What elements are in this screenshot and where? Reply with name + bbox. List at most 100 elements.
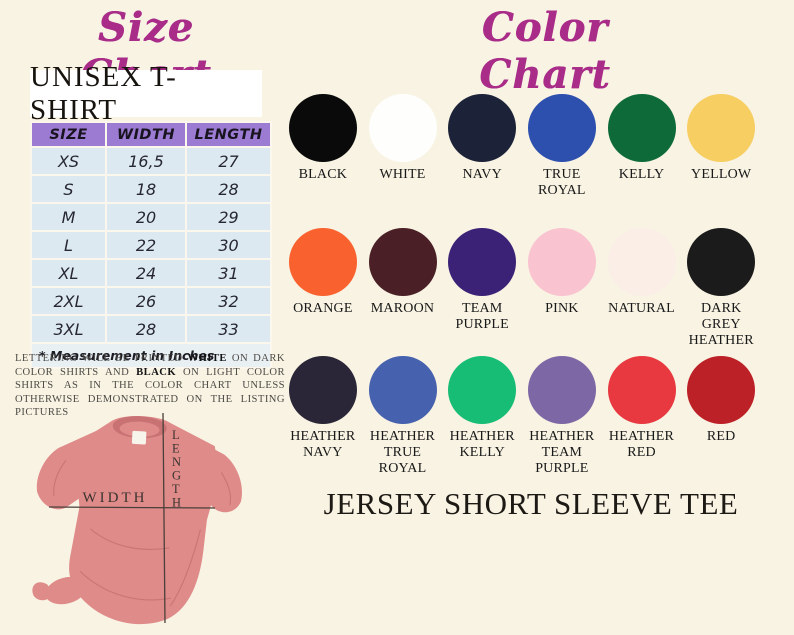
color-swatch bbox=[368, 356, 437, 424]
header-width: WIDTH bbox=[105, 121, 187, 148]
product-type-label: UNISEX T-SHIRT bbox=[30, 60, 177, 126]
size-table-header-row: SIZE WIDTH LENGTH bbox=[30, 121, 272, 148]
color-swatch bbox=[527, 356, 596, 424]
color-swatch bbox=[687, 356, 756, 424]
shirt-body bbox=[69, 416, 217, 625]
color-option-heather-navy: HEATHER NAVY bbox=[283, 356, 363, 477]
note-text: ON LIGHT COLOR SHIRTS AS IN THE COLOR CH… bbox=[15, 366, 285, 419]
shirt-fold-line bbox=[89, 528, 170, 550]
color-option-orange: ORANGE bbox=[283, 228, 363, 349]
note-black-bold: BLACK bbox=[136, 366, 177, 378]
color-option-white: WHITE bbox=[363, 94, 443, 199]
color-option-team-purple: TEAM PURPLE bbox=[442, 228, 522, 349]
shirt-fold-line bbox=[79, 570, 171, 601]
color-option-true-royal: TRUE ROYAL bbox=[522, 94, 602, 199]
color-swatch bbox=[527, 94, 596, 162]
cell-length: 32 bbox=[185, 286, 272, 316]
color-swatch-label: ORANGE bbox=[293, 301, 353, 316]
color-swatch bbox=[607, 228, 676, 296]
shirt-illustration bbox=[32, 416, 242, 625]
size-row-2xl: 2XL 26 32 bbox=[30, 286, 272, 316]
shirt-right-sleeve bbox=[165, 423, 242, 513]
color-swatch bbox=[607, 94, 676, 162]
note-text: LETTERING WILL BE PRINTED bbox=[15, 353, 188, 364]
color-option-yellow: YELLOW bbox=[681, 94, 761, 199]
cell-width: 22 bbox=[105, 230, 187, 260]
cell-size: S bbox=[30, 174, 107, 204]
cell-width: 26 bbox=[105, 286, 187, 316]
color-swatch bbox=[687, 94, 756, 162]
color-option-navy: NAVY bbox=[442, 94, 522, 199]
cell-length: 27 bbox=[185, 146, 272, 176]
shirt-left-sleeve bbox=[36, 422, 114, 510]
header-size: SIZE bbox=[30, 121, 107, 148]
color-option-maroon: MAROON bbox=[363, 228, 443, 349]
color-option-red: RED bbox=[681, 356, 761, 477]
color-swatch-label: HEATHER RED bbox=[608, 429, 675, 460]
cell-size: L bbox=[30, 230, 107, 260]
color-swatch-label: HEATHER TEAM PURPLE bbox=[529, 429, 595, 476]
shirt-fold-line bbox=[169, 529, 201, 607]
shirt-fold-line bbox=[220, 472, 232, 506]
color-swatch-label: MAROON bbox=[370, 301, 435, 316]
color-swatch-label: PINK bbox=[545, 301, 579, 316]
color-swatch-label: WHITE bbox=[379, 167, 426, 182]
shirt-knot bbox=[45, 576, 87, 605]
shirt-neck-label bbox=[131, 430, 147, 445]
color-swatch-label: NAVY bbox=[462, 167, 502, 182]
color-swatch-label: YELLOW bbox=[691, 167, 752, 182]
width-label: WIDTH bbox=[83, 490, 148, 506]
size-row-s: S 18 28 bbox=[30, 174, 272, 204]
color-swatch-label: RED bbox=[706, 429, 736, 444]
color-swatch-label: TRUE ROYAL bbox=[538, 167, 586, 198]
cell-size: M bbox=[30, 202, 107, 232]
color-swatch-label: NATURAL bbox=[608, 301, 675, 316]
width-measure-line bbox=[48, 506, 216, 509]
cell-width: 16,5 bbox=[105, 146, 187, 176]
size-table: SIZE WIDTH LENGTH XS 16,5 27 S 18 28 M 2… bbox=[30, 121, 272, 369]
size-row-l: L 22 30 bbox=[30, 230, 272, 260]
color-swatch bbox=[368, 94, 437, 162]
shirt-knot-tail bbox=[32, 582, 53, 601]
note-white-bold: WHITE bbox=[187, 353, 227, 364]
header-length: LENGTH bbox=[185, 121, 272, 148]
size-row-m: M 20 29 bbox=[30, 202, 272, 232]
measurement-footnote: * Measurement in Inches bbox=[30, 342, 272, 369]
color-swatch-label: KELLY bbox=[618, 167, 665, 182]
color-row: BLACK WHITE NAVY TRUE ROYAL KELLY YELLOW bbox=[283, 94, 761, 199]
cell-width: 20 bbox=[105, 202, 187, 232]
color-option-natural: NATURAL bbox=[602, 228, 682, 349]
color-swatch-label: HEATHER NAVY bbox=[290, 429, 356, 460]
color-swatch-label: BLACK bbox=[298, 167, 348, 182]
size-table-footnote-row: * Measurement in Inches bbox=[30, 342, 272, 369]
color-option-heather-kelly: HEATHER KELLY bbox=[442, 356, 522, 477]
cell-size: 2XL bbox=[30, 286, 107, 316]
cell-size: XL bbox=[30, 258, 107, 288]
color-swatch-label: HEATHER KELLY bbox=[449, 429, 515, 460]
color-swatch bbox=[288, 228, 357, 296]
color-chart-title: Color Chart bbox=[479, 4, 611, 98]
color-option-black: BLACK bbox=[283, 94, 363, 199]
length-measure-line bbox=[162, 412, 166, 624]
cell-length: 28 bbox=[185, 174, 272, 204]
color-swatch-label: TEAM PURPLE bbox=[455, 301, 509, 332]
color-option-heather-true-royal: HEATHER TRUE ROYAL bbox=[363, 356, 443, 477]
color-option-heather-red: HEATHER RED bbox=[602, 356, 682, 477]
printing-note: LETTERING WILL BE PRINTED WHITE ON DARK … bbox=[15, 352, 285, 420]
color-option-pink: PINK bbox=[522, 228, 602, 349]
color-swatch bbox=[448, 228, 517, 296]
color-swatch bbox=[448, 356, 517, 424]
color-option-kelly: KELLY bbox=[602, 94, 682, 199]
product-name: JERSEY SHORT SLEEVE TEE bbox=[323, 486, 739, 521]
color-swatch bbox=[687, 228, 756, 296]
cell-width: 24 bbox=[105, 258, 187, 288]
color-swatch-label: DARK GREY HEATHER bbox=[688, 301, 754, 348]
color-swatch bbox=[288, 94, 357, 162]
shirt-collar-inner bbox=[119, 421, 160, 437]
cell-size: 3XL bbox=[30, 314, 107, 344]
color-swatch bbox=[448, 94, 517, 162]
size-row-3xl: 3XL 28 33 bbox=[30, 314, 272, 344]
note-text: ON DARK COLOR SHIRTS AND bbox=[15, 353, 286, 378]
